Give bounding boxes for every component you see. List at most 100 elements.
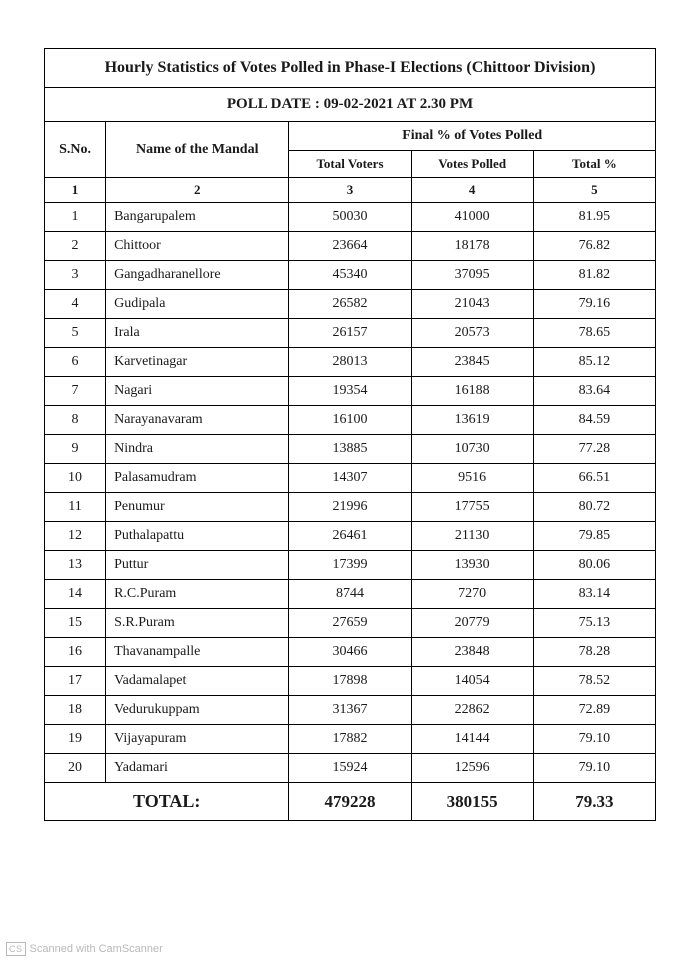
header-total-pct: Total % <box>533 151 655 178</box>
cell-name: Vadamalapet <box>106 667 289 696</box>
table-title: Hourly Statistics of Votes Polled in Pha… <box>45 49 656 88</box>
cell-pct: 81.95 <box>533 203 655 232</box>
cell-sno: 18 <box>45 696 106 725</box>
cell-total-voters: 16100 <box>289 406 411 435</box>
cell-name: Bangarupalem <box>106 203 289 232</box>
cell-votes-polled: 37095 <box>411 261 533 290</box>
title-row: Hourly Statistics of Votes Polled in Pha… <box>45 49 656 88</box>
cell-pct: 80.06 <box>533 551 655 580</box>
cell-total-voters: 26461 <box>289 522 411 551</box>
cell-votes-polled: 13930 <box>411 551 533 580</box>
cell-pct: 78.28 <box>533 638 655 667</box>
total-pct: 79.33 <box>533 783 655 821</box>
colnum-3: 3 <box>289 178 411 203</box>
cell-pct: 85.12 <box>533 348 655 377</box>
cell-name: S.R.Puram <box>106 609 289 638</box>
table-subtitle: POLL DATE : 09-02-2021 AT 2.30 PM <box>45 88 656 122</box>
cell-name: Palasamudram <box>106 464 289 493</box>
table-row: 6Karvetinagar280132384585.12 <box>45 348 656 377</box>
cell-total-voters: 28013 <box>289 348 411 377</box>
cell-name: Narayanavaram <box>106 406 289 435</box>
cell-pct: 75.13 <box>533 609 655 638</box>
cell-total-voters: 13885 <box>289 435 411 464</box>
table-row: 19Vijayapuram178821414479.10 <box>45 725 656 754</box>
cell-votes-polled: 17755 <box>411 493 533 522</box>
cell-pct: 78.52 <box>533 667 655 696</box>
cell-votes-polled: 14144 <box>411 725 533 754</box>
cell-sno: 5 <box>45 319 106 348</box>
camscanner-icon: CS <box>6 942 26 956</box>
cell-total-voters: 50030 <box>289 203 411 232</box>
cell-sno: 1 <box>45 203 106 232</box>
cell-sno: 15 <box>45 609 106 638</box>
cell-name: Thavanampalle <box>106 638 289 667</box>
cell-name: Gudipala <box>106 290 289 319</box>
cell-sno: 8 <box>45 406 106 435</box>
table-row: 17Vadamalapet178981405478.52 <box>45 667 656 696</box>
cell-name: Nindra <box>106 435 289 464</box>
votes-table: Hourly Statistics of Votes Polled in Pha… <box>44 48 656 821</box>
cell-sno: 4 <box>45 290 106 319</box>
cell-pct: 76.82 <box>533 232 655 261</box>
table-row: 4Gudipala265822104379.16 <box>45 290 656 319</box>
cell-sno: 12 <box>45 522 106 551</box>
total-votes-polled: 380155 <box>411 783 533 821</box>
cell-sno: 9 <box>45 435 106 464</box>
cell-votes-polled: 12596 <box>411 754 533 783</box>
total-label: TOTAL: <box>45 783 289 821</box>
cell-total-voters: 19354 <box>289 377 411 406</box>
cell-sno: 2 <box>45 232 106 261</box>
cell-sno: 16 <box>45 638 106 667</box>
table-row: 8Narayanavaram161001361984.59 <box>45 406 656 435</box>
header-group: Final % of Votes Polled <box>289 122 656 151</box>
colnum-5: 5 <box>533 178 655 203</box>
cell-name: Nagari <box>106 377 289 406</box>
cell-pct: 79.10 <box>533 754 655 783</box>
table-row: 12Puthalapattu264612113079.85 <box>45 522 656 551</box>
colnum-1: 1 <box>45 178 106 203</box>
table-row: 1Bangarupalem500304100081.95 <box>45 203 656 232</box>
cell-pct: 77.28 <box>533 435 655 464</box>
cell-sno: 19 <box>45 725 106 754</box>
table-row: 14R.C.Puram8744727083.14 <box>45 580 656 609</box>
scanner-watermark: CS Scanned with CamScanner <box>6 942 163 956</box>
table-row: 20Yadamari159241259679.10 <box>45 754 656 783</box>
table-row: 3Gangadharanellore453403709581.82 <box>45 261 656 290</box>
cell-name: Vijayapuram <box>106 725 289 754</box>
cell-total-voters: 14307 <box>289 464 411 493</box>
cell-total-voters: 8744 <box>289 580 411 609</box>
cell-pct: 72.89 <box>533 696 655 725</box>
cell-votes-polled: 7270 <box>411 580 533 609</box>
table-row: 10Palasamudram14307951666.51 <box>45 464 656 493</box>
cell-pct: 79.10 <box>533 725 655 754</box>
cell-sno: 6 <box>45 348 106 377</box>
header-total-voters: Total Voters <box>289 151 411 178</box>
cell-total-voters: 26582 <box>289 290 411 319</box>
cell-sno: 17 <box>45 667 106 696</box>
cell-pct: 79.85 <box>533 522 655 551</box>
header-row-1: S.No. Name of the Mandal Final % of Vote… <box>45 122 656 151</box>
table-row: 7Nagari193541618883.64 <box>45 377 656 406</box>
cell-total-voters: 45340 <box>289 261 411 290</box>
cell-pct: 79.16 <box>533 290 655 319</box>
cell-sno: 7 <box>45 377 106 406</box>
cell-name: Chittoor <box>106 232 289 261</box>
cell-name: Irala <box>106 319 289 348</box>
cell-name: Puthalapattu <box>106 522 289 551</box>
table-row: 16Thavanampalle304662384878.28 <box>45 638 656 667</box>
cell-name: Yadamari <box>106 754 289 783</box>
table-row: 15S.R.Puram276592077975.13 <box>45 609 656 638</box>
cell-votes-polled: 14054 <box>411 667 533 696</box>
cell-name: Karvetinagar <box>106 348 289 377</box>
table-row: 9Nindra138851073077.28 <box>45 435 656 464</box>
cell-total-voters: 26157 <box>289 319 411 348</box>
colnum-2: 2 <box>106 178 289 203</box>
cell-name: Gangadharanellore <box>106 261 289 290</box>
cell-votes-polled: 21130 <box>411 522 533 551</box>
cell-name: R.C.Puram <box>106 580 289 609</box>
total-row: TOTAL: 479228 380155 79.33 <box>45 783 656 821</box>
subtitle-row: POLL DATE : 09-02-2021 AT 2.30 PM <box>45 88 656 122</box>
header-votes-polled: Votes Polled <box>411 151 533 178</box>
cell-total-voters: 23664 <box>289 232 411 261</box>
table-row: 11Penumur219961775580.72 <box>45 493 656 522</box>
